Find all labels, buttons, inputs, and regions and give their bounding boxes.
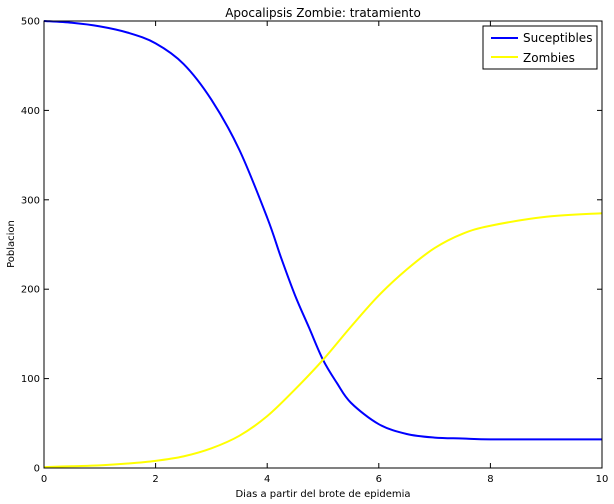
y-tick-label: 400	[21, 106, 40, 117]
x-tick-label: 6	[376, 474, 382, 485]
plot-area	[43, 20, 603, 469]
x-tick-label: 0	[41, 474, 47, 485]
y-axis-label: Poblacion	[6, 220, 17, 268]
series-line-suceptibles	[43, 20, 602, 441]
plot-frame	[43, 20, 603, 469]
y-tick-label: 0	[34, 464, 40, 475]
x-tick-label: 4	[264, 474, 270, 485]
y-tick-label: 100	[21, 374, 40, 385]
x-tick-label: 10	[596, 474, 609, 485]
legend-box	[482, 25, 598, 70]
plot-background	[44, 21, 602, 468]
chart-title: Apocalipsis Zombie: tratamiento	[225, 6, 421, 20]
legend-label-suceptibles: Suceptibles	[523, 31, 592, 45]
legend-label-zombies: Zombies	[523, 51, 575, 65]
x-tick-label: 2	[152, 474, 158, 485]
y-tick-label: 200	[21, 285, 40, 296]
y-tick-label: 500	[21, 17, 40, 28]
series-layer	[43, 20, 603, 469]
y-tick-label: 300	[21, 195, 40, 206]
series-line-zombies	[43, 212, 603, 469]
legend: Suceptibles Zombies	[482, 25, 598, 70]
x-axis-label: Dias a partir del brote de epidemia	[235, 489, 410, 500]
x-tick-label: 8	[487, 474, 493, 485]
